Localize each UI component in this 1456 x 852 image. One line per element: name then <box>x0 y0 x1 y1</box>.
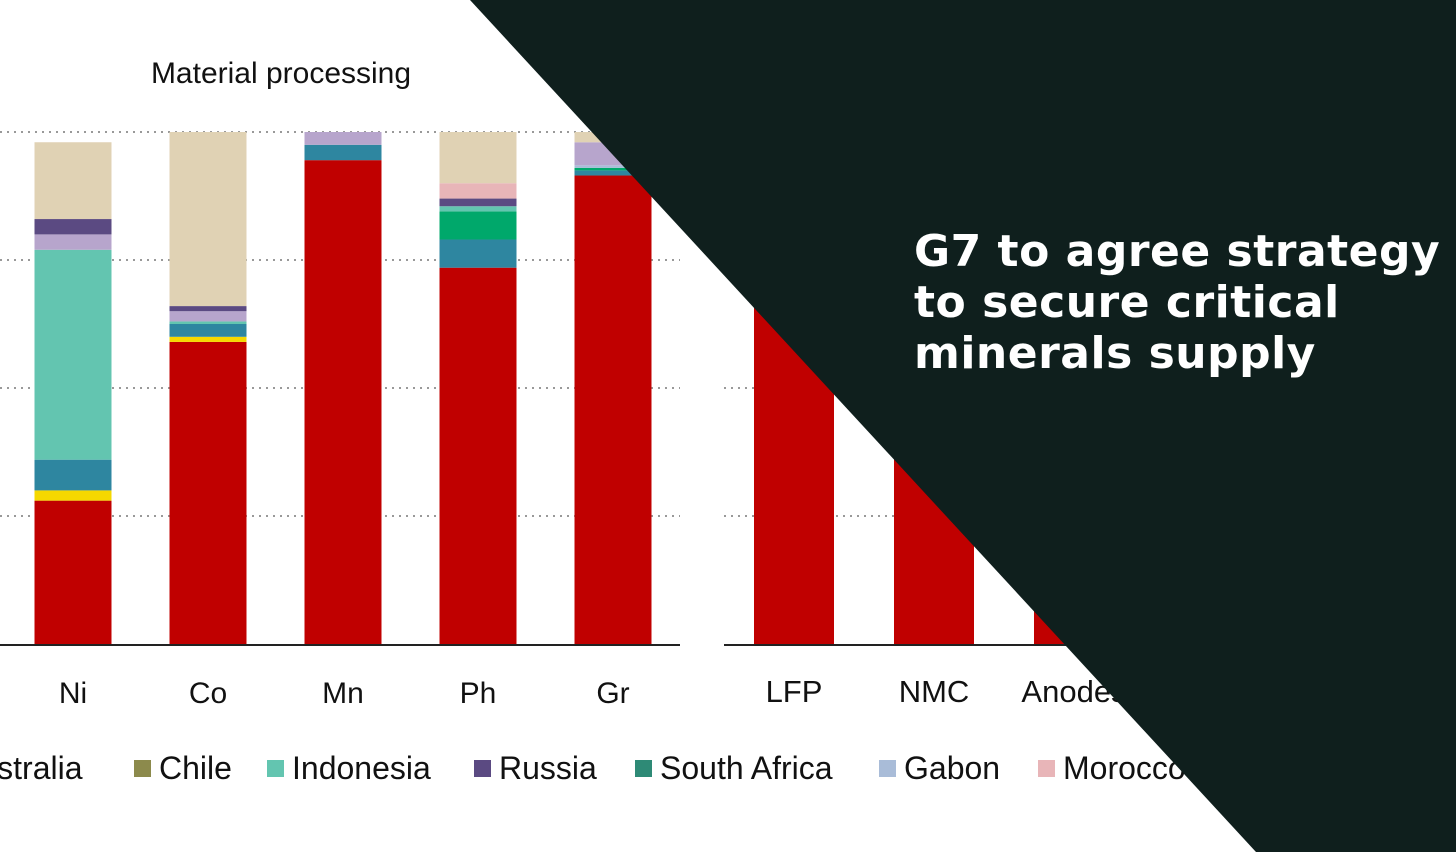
chart-title: Material processing <box>151 57 411 90</box>
bar-segment-ph-other <box>439 132 517 184</box>
x-tick-label: Co <box>189 677 227 710</box>
bar-segment-gr-green <box>574 167 652 171</box>
legend-label: Morocco <box>1063 750 1186 786</box>
bar-segment-mn-china <box>304 160 382 644</box>
bar-segment-gr-teal <box>574 170 652 176</box>
legend: Australia Chile Indonesia Russia South Afric… <box>0 750 1186 786</box>
bar-segment-gr-gabon <box>574 165 652 168</box>
bar-segment-ph-green <box>439 211 517 240</box>
bar-segment-ni-australia <box>34 490 112 501</box>
x-tick-labels: Ni Co Mn Ph Gr LFP NMC Anodes <box>59 674 1127 710</box>
bar-segment-ph-russia <box>439 198 517 207</box>
bar-segment-gr-china <box>574 175 652 644</box>
x-tick-label: Mn <box>322 677 364 710</box>
bar-segment-co-china <box>169 341 247 644</box>
bar-segment-ph-china <box>439 267 517 644</box>
headline: G7 to agree strategy to secure critical … <box>914 226 1441 379</box>
bar-segment-mn-teal <box>304 144 382 161</box>
x-tick-label: Ni <box>59 677 87 710</box>
legend-label: Chile <box>159 750 232 786</box>
bar-segment-co-other <box>169 132 247 307</box>
x-tick-label: NMC <box>899 674 970 709</box>
bar-segment-co-purple <box>169 311 247 322</box>
legend-label: South Africa <box>660 750 833 786</box>
bar-segment-co-russia <box>169 306 247 312</box>
x-tick-label: Gr <box>596 677 629 710</box>
legend-swatch-gabon <box>879 760 896 777</box>
legend-swatch-indonesia <box>267 760 284 777</box>
legend-label: Gabon <box>904 750 1000 786</box>
bar-segment-ni-russia <box>34 219 112 235</box>
bar-segment-co-australia <box>169 336 247 342</box>
x-tick-label: LFP <box>766 674 823 709</box>
bar-segment-ph-morocco <box>439 183 517 199</box>
legend-label: Australia <box>0 750 83 786</box>
legend-swatch-morocco <box>1038 760 1055 777</box>
bar-segment-co-indonesia <box>169 321 247 324</box>
legend-swatch-chile <box>134 760 151 777</box>
bar-segment-ph-teal <box>439 239 517 268</box>
dark-panel <box>470 0 1456 852</box>
bar-segment-ni-indonesia <box>34 249 112 460</box>
bar-segment-ni-china <box>34 500 112 644</box>
bar-segment-co-teal <box>169 324 247 337</box>
bar-segment-ni-purple <box>34 234 112 250</box>
bar-segment-ph-indonesia <box>439 206 517 212</box>
legend-swatch-russia <box>474 760 491 777</box>
x-tick-label: Ph <box>460 677 497 710</box>
legend-label: Russia <box>499 750 597 786</box>
legend-swatch-south-africa <box>635 760 652 777</box>
bar-segment-mn-purple <box>304 132 382 145</box>
bar-segment-ni-other <box>34 142 112 220</box>
bar-segment-ni-teal <box>34 459 112 491</box>
legend-label: Indonesia <box>292 750 431 786</box>
